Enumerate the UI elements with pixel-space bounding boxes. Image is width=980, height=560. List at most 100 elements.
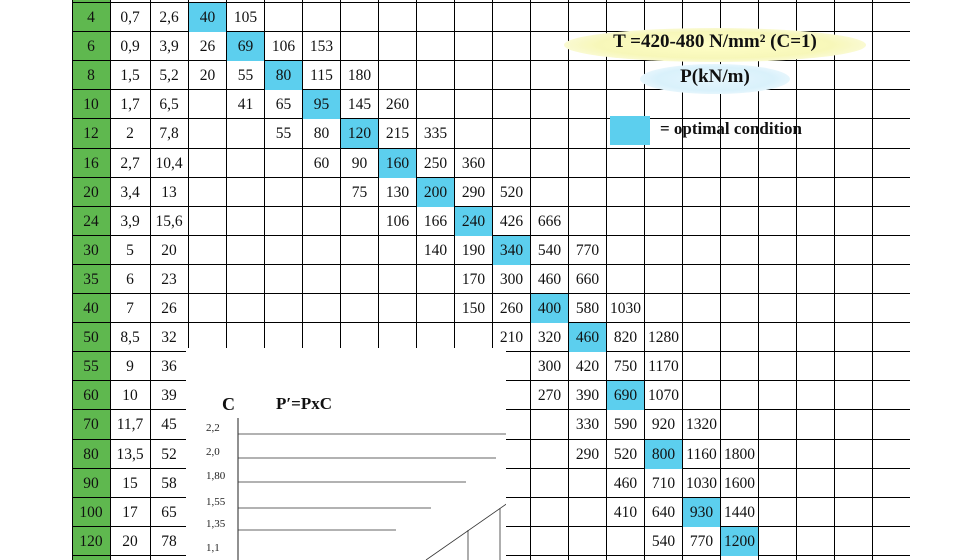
load-value-cell: 145 — [347, 96, 372, 114]
load-highlight — [640, 64, 790, 94]
legend-label: = optimal condition — [660, 119, 802, 138]
diameter-cell: 15 — [122, 474, 138, 492]
section-cell: 65 — [161, 503, 177, 521]
grid-column-line — [568, 0, 569, 560]
diameter-cell: 7 — [126, 300, 134, 317]
width-cell: 60 — [83, 387, 99, 405]
width-cell: 90 — [83, 474, 99, 492]
load-value-cell: 460 — [537, 270, 562, 288]
load-value-cell: 170 — [461, 270, 486, 288]
load-value-cell: 426 — [499, 212, 524, 230]
load-value-cell: 106 — [271, 38, 296, 56]
diameter-cell: 10 — [122, 387, 138, 405]
load-value-cell: 65 — [275, 96, 292, 114]
load-value-cell: 1030 — [610, 300, 641, 317]
grid-column-line — [530, 0, 531, 560]
load-value-cell: 1800 — [724, 445, 755, 463]
diameter-cell: 2,7 — [120, 154, 140, 172]
load-value-cell: 460 — [569, 323, 606, 353]
load-value-cell: 115 — [310, 67, 333, 85]
load-value-cell: 55 — [237, 67, 254, 85]
width-cell: 55 — [83, 358, 99, 376]
load-value-cell: 210 — [499, 329, 524, 347]
load-value-cell: 360 — [461, 154, 486, 172]
load-value-cell: 80 — [313, 125, 330, 143]
grid-row-line — [72, 31, 910, 33]
diameter-cell: 9 — [126, 358, 134, 376]
load-value-cell: 215 — [385, 125, 410, 143]
load-value-cell: 800 — [645, 439, 682, 469]
section-cell: 26 — [161, 300, 177, 317]
load-value-cell: 820 — [613, 329, 638, 347]
grid-row-line — [72, 322, 910, 324]
section-cell: 20 — [161, 241, 177, 259]
load-value-cell: 190 — [461, 241, 486, 259]
grid-column-line — [264, 0, 265, 560]
load-value-cell: 95 — [303, 90, 340, 120]
width-cell: 10 — [83, 96, 99, 114]
diameter-cell: 20 — [122, 532, 138, 550]
grid-row-line — [72, 147, 910, 149]
grid-column-line — [378, 0, 379, 560]
diameter-cell: 1,5 — [120, 67, 140, 85]
load-value-cell: 120 — [341, 119, 378, 149]
diameter-cell: 3,4 — [120, 183, 140, 201]
width-cell: 35 — [83, 270, 99, 288]
grid-column-line — [340, 0, 341, 560]
load-value-cell: 390 — [575, 387, 600, 405]
chart-c-label: C — [222, 394, 235, 414]
tension-label: T =420-480 N/mm² (C=1) — [613, 31, 817, 52]
load-value-cell: 290 — [461, 183, 486, 201]
grid-column-line — [796, 0, 797, 560]
load-value-cell: 140 — [423, 241, 448, 259]
width-cell: 6 — [87, 38, 95, 56]
load-value-cell: 250 — [423, 154, 448, 172]
load-value-cell: 320 — [537, 329, 562, 347]
load-value-cell: 330 — [575, 416, 600, 434]
load-value-cell: 690 — [607, 381, 644, 411]
grid-column-line — [758, 0, 759, 560]
load-value-cell: 540 — [537, 241, 562, 259]
grid-column-line — [302, 0, 303, 560]
load-value-cell: 335 — [423, 125, 448, 143]
width-cell: 24 — [83, 212, 99, 230]
load-value-cell: 590 — [613, 416, 638, 434]
grid-column-line — [872, 0, 873, 560]
grid-row-line — [72, 176, 910, 178]
load-value-cell: 1280 — [648, 329, 679, 347]
diameter-cell: 8,5 — [120, 329, 140, 347]
width-cell: 8 — [87, 67, 95, 85]
width-cell: 80 — [83, 445, 99, 463]
load-value-cell: 160 — [379, 148, 416, 178]
load-value-cell: 540 — [651, 532, 676, 550]
load-value-cell: 260 — [385, 96, 410, 114]
load-value-cell: 300 — [499, 270, 524, 288]
load-value-cell: 153 — [309, 38, 334, 56]
load-value-cell: 41 — [237, 96, 254, 114]
section-cell: 58 — [161, 474, 177, 492]
load-value-cell: 400 — [531, 294, 568, 323]
chart-lines — [237, 418, 506, 560]
load-value-cell: 770 — [689, 532, 714, 550]
grid-row-line — [72, 263, 910, 265]
width-cell: 12 — [83, 125, 99, 143]
load-value-cell: 290 — [575, 445, 600, 463]
load-value-cell: 166 — [423, 212, 448, 230]
section-cell: 10,4 — [155, 154, 183, 172]
grid-column-line — [606, 0, 607, 560]
load-value-cell: 26 — [199, 38, 216, 56]
diameter-cell: 11,7 — [116, 416, 144, 434]
diameter-cell: 3,9 — [120, 212, 140, 230]
grid-row-line — [72, 2, 910, 3]
load-value-cell: 106 — [385, 212, 410, 230]
width-cell: 70 — [83, 416, 99, 434]
load-value-cell: 520 — [499, 183, 524, 201]
grid-column-line — [454, 0, 455, 560]
section-cell: 39 — [161, 387, 177, 405]
grid-column-line — [682, 0, 683, 560]
diameter-cell: 5 — [126, 241, 134, 259]
tension-highlight — [564, 28, 866, 62]
diameter-cell: 2 — [126, 125, 134, 143]
load-label: P(kN/m) — [680, 66, 750, 87]
section-cell: 6,5 — [159, 96, 179, 114]
